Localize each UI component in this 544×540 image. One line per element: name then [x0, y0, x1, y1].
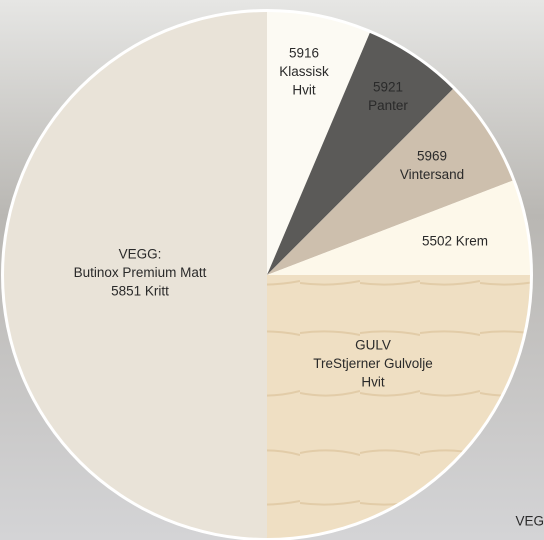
slice-label: 5851 Kritt — [111, 284, 169, 299]
slice-label: Klassisk — [279, 64, 329, 79]
slice-label: 5502 Krem — [422, 234, 488, 249]
slice-label: GULV — [355, 338, 391, 353]
corner-text: VEG — [515, 514, 544, 529]
slice-label: 5921 — [373, 80, 403, 95]
slice-label: 5969 — [417, 149, 447, 164]
slice-label: Hvit — [361, 375, 384, 390]
slice-label: Vintersand — [400, 167, 464, 182]
slice-label: Hvit — [292, 83, 315, 98]
slice-label: TreStjerner Gulvolje — [313, 356, 433, 371]
slice-label: Butinox Premium Matt — [74, 265, 207, 280]
slice-label: VEGG: — [119, 247, 162, 262]
color-wheel-graphic: VEG VEGG: Butinox Premium Matt 5851 Kritt 5… — [0, 0, 544, 540]
slice-label: Panter — [368, 98, 408, 113]
slice-label: 5916 — [289, 46, 319, 61]
